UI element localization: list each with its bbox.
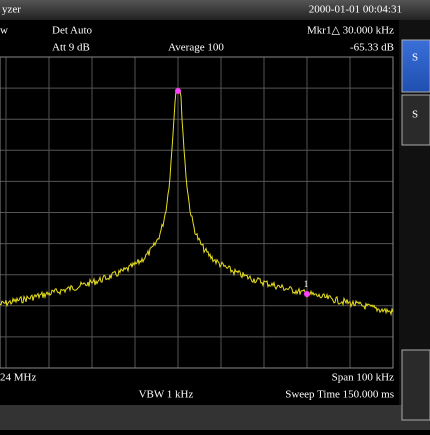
softkey[interactable] (401, 349, 430, 421)
attenuation: Att 9 dB (52, 42, 90, 54)
detector: Det Auto (52, 25, 93, 37)
center-freq: 24 MHz (0, 372, 36, 384)
span: Span 100 kHz (332, 372, 394, 384)
marker-ref (175, 88, 181, 94)
title: yzer (2, 4, 21, 16)
plot-frame (0, 56, 394, 369)
vbw: VBW 1 kHz (139, 389, 194, 401)
softkey[interactable] (401, 39, 430, 93)
marker-readout: Mkr1△ 30.000 kHz (307, 25, 394, 37)
title-bar (0, 0, 430, 20)
softkey[interactable] (401, 94, 430, 146)
softkey-label: S (412, 52, 418, 64)
trace (0, 90, 394, 317)
marker-label: 1 (304, 279, 309, 289)
marker-value: -65.33 dB (350, 42, 394, 54)
average: Average 100 (168, 42, 224, 54)
bottom-bar (0, 405, 430, 430)
marker-delta (304, 291, 310, 297)
header-text: w (0, 25, 8, 37)
sweep-time: Sweep Time 150.000 ms (285, 389, 394, 401)
softkey-label: S (412, 109, 418, 121)
datetime: 2000-01-01 00:04:31 (309, 4, 402, 16)
